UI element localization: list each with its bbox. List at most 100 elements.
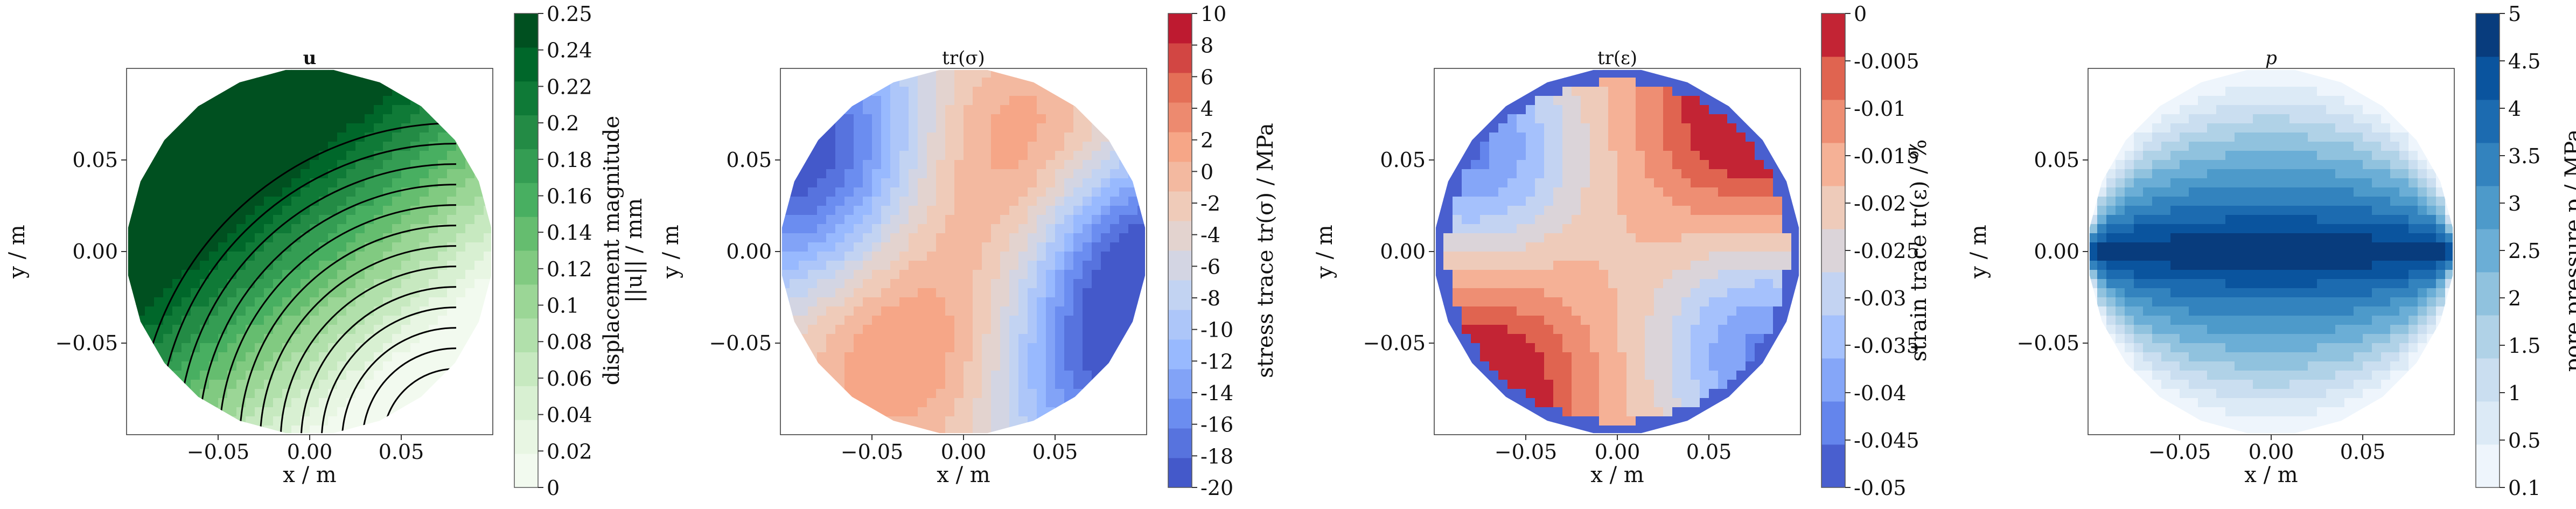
colorbar-tick-label: 8 — [1200, 34, 1213, 58]
colorbar-label: strain trace tr(ε) / % — [1907, 140, 1931, 362]
colorbar-band — [514, 183, 538, 217]
colorbar-band — [1821, 57, 1845, 100]
colorbar-band — [2476, 229, 2500, 273]
y-tick-label: 0.05 — [72, 148, 118, 172]
y-tick-label: −0.05 — [709, 331, 772, 355]
colorbar-band — [2476, 401, 2500, 445]
colorbar-tick-label: 2 — [2508, 287, 2521, 310]
colorbar-tick-label: -6 — [1200, 255, 1220, 278]
field-plot — [781, 69, 1146, 434]
colorbar-frame — [514, 13, 539, 488]
colorbar-band — [1168, 280, 1192, 310]
colorbar-band — [1821, 100, 1845, 143]
x-tick-label: 0.00 — [1595, 440, 1640, 464]
y-tick-label: 0.00 — [72, 240, 118, 263]
colorbar-tick-label: 0.24 — [547, 39, 592, 62]
colorbar-band — [2476, 100, 2500, 143]
colorbar-band — [514, 454, 538, 488]
subplot-4: p −0.05 0.00 0.05 x / m 0.05 0.00 −0.05 y / m 5 4.… — [1966, 2, 2576, 500]
colorbar-band — [514, 318, 538, 353]
subplot-title: tr(ε) — [1597, 47, 1637, 69]
colorbar-tick-label: 5 — [2508, 2, 2521, 26]
colorbar-tick-label: -0.015 — [1854, 144, 1919, 168]
colorbar-band — [2476, 358, 2500, 402]
y-tick-label: −0.05 — [1363, 331, 1426, 355]
colorbar: 10 8 6 4 2 0 -2 -4 -6 -8 -10 -12 -14 -16 -18 -20 stress … — [1168, 2, 1278, 500]
colorbar-band — [1168, 339, 1192, 369]
colorbar-tick-label: 0 — [547, 476, 560, 500]
colorbar-band — [1821, 186, 1845, 229]
colorbar-band — [1168, 162, 1192, 192]
subplot-1: u −0.05 0.00 0.05 x / m 0.05 0.00 −0.05 y / m 0.2… — [5, 2, 647, 500]
colorbar-tick-label: 0.02 — [547, 440, 592, 463]
colorbar-tick-label: 0.18 — [547, 148, 592, 172]
colorbar-band — [2476, 315, 2500, 359]
colorbar-tick-label: 1.5 — [2508, 334, 2540, 358]
subplot-title: tr(σ) — [942, 47, 985, 69]
x-tick-label: −0.05 — [2148, 440, 2211, 464]
colorbar-tick-label: 4.5 — [2508, 50, 2540, 73]
colorbar-tick-label: 10 — [1200, 2, 1226, 26]
y-tick-label: 0.05 — [726, 148, 772, 172]
y-axis-label: y / m — [659, 225, 683, 278]
x-tick-label: 0.00 — [2249, 440, 2294, 464]
x-tick-label: 0.05 — [1686, 440, 1732, 464]
colorbar-band — [1168, 250, 1192, 281]
streamline — [443, 429, 457, 434]
field-plot — [2089, 69, 2453, 434]
subplot-title: p — [2265, 47, 2277, 69]
subplot-2: tr(σ) −0.05 0.00 0.05 x / m 0.05 0.00 −0.05 y / … — [659, 2, 1278, 500]
streamline — [259, 245, 457, 434]
colorbar-frame — [1168, 13, 1192, 488]
colorbar-band — [1168, 458, 1192, 488]
colorbar-tick-label: -0.045 — [1854, 429, 1919, 452]
colorbar-band — [514, 284, 538, 319]
colorbar-tick-label: 1 — [2508, 381, 2521, 405]
y-axis-label: y / m — [1313, 225, 1337, 278]
colorbar-band — [1168, 132, 1192, 162]
streamline — [218, 204, 457, 434]
y-axis-label: y / m — [5, 225, 30, 278]
colorbar: 5 4.5 4 3.5 3 2.5 2 1.5 1 0.5 0.1 pore pressure p /… — [2475, 2, 2576, 500]
colorbar-band — [2476, 143, 2500, 186]
colorbar-band — [1168, 221, 1192, 251]
streamline — [423, 409, 457, 434]
subplot-title: u — [303, 47, 317, 69]
colorbar-band — [514, 352, 538, 386]
colorbar-tick-label: 3.5 — [2508, 144, 2540, 168]
colorbar-band — [514, 386, 538, 420]
colorbar-band — [1168, 13, 1192, 44]
colorbar: 0.25 0.24 0.22 0.2 0.18 0.16 0.14 0.12 0.1 0.08 0.… — [514, 2, 647, 500]
colorbar-band — [1821, 272, 1845, 316]
streamline — [361, 347, 457, 434]
colorbar-tick-label: 0.16 — [547, 184, 592, 208]
colorbar-tick-label: 6 — [1200, 65, 1213, 89]
colorbar-band — [1821, 444, 1845, 488]
colorbar-band — [2476, 272, 2500, 316]
y-tick-label: 0.05 — [2034, 148, 2079, 172]
field-plot — [1435, 69, 1799, 434]
colorbar-label: pore pressure p / MPa — [2561, 129, 2576, 372]
colorbar-tick-label: -4 — [1200, 224, 1220, 247]
streamline — [320, 306, 457, 434]
colorbar-tick-label: 4 — [1200, 97, 1213, 121]
colorbar-tick-label: -18 — [1200, 444, 1233, 468]
colorbar-tick-label: 0.5 — [2508, 429, 2540, 452]
colorbar-tick-label: -14 — [1200, 381, 1233, 405]
colorbar-tick-label: 0.2 — [547, 111, 579, 135]
x-tick-label: −0.05 — [1495, 440, 1557, 464]
colorbar-band — [514, 13, 538, 48]
colorbar-band — [1168, 102, 1192, 133]
colorbar-band — [1821, 143, 1845, 186]
colorbar-band — [1168, 310, 1192, 340]
streamline — [280, 266, 457, 434]
colorbar-tick-label: -8 — [1200, 287, 1220, 310]
colorbar-tick-label: 0.08 — [547, 330, 592, 354]
colorbar-label: ||u|| / mm — [622, 198, 647, 303]
colorbar-band — [2476, 57, 2500, 100]
streamline — [239, 225, 457, 434]
streamline — [300, 286, 457, 434]
colorbar-tick-label: 0.22 — [547, 75, 592, 99]
colorbar-label: stress trace tr(σ) / MPa — [1253, 123, 1278, 378]
colorbar-band — [514, 149, 538, 183]
